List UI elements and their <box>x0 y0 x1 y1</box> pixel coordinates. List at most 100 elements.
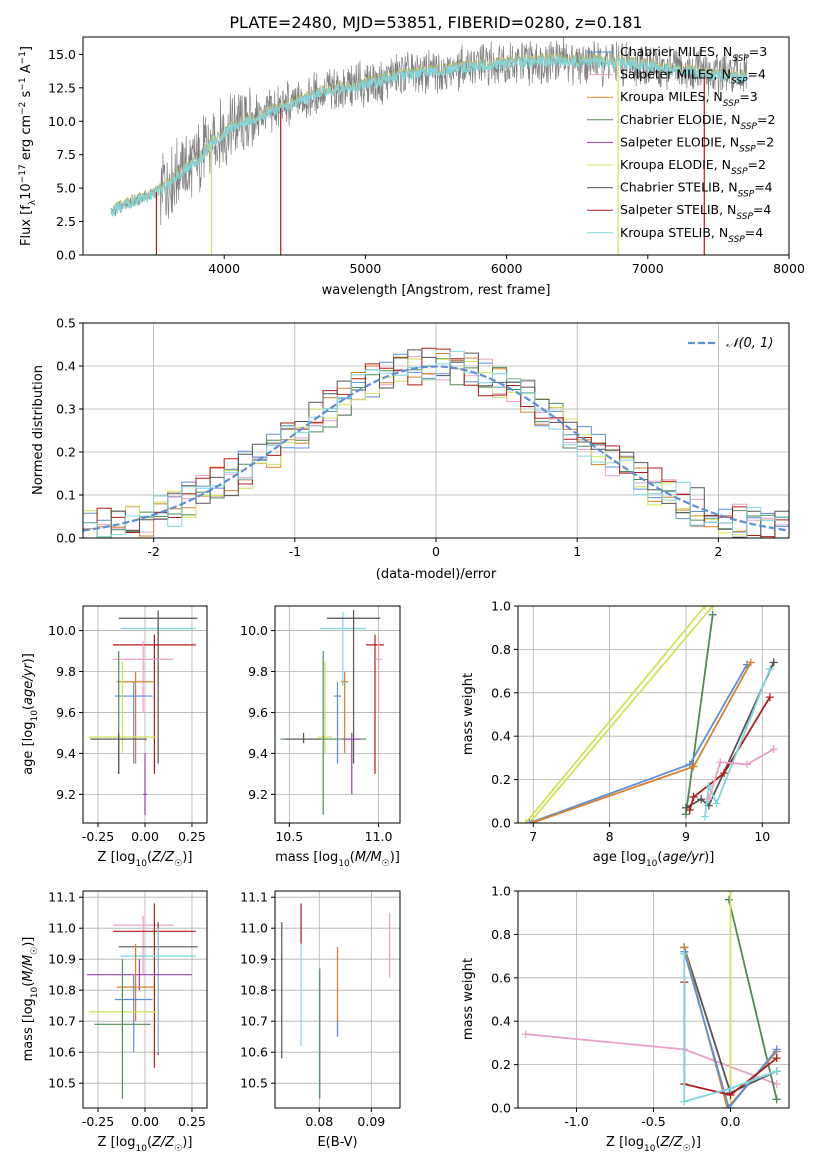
gauss-legend-label: 𝒩(0, 1) <box>726 336 773 351</box>
y-tick-label: 12.5 <box>48 80 76 95</box>
y-tick-label: 0.6 <box>491 970 511 985</box>
y-tick-label: 10.6 <box>48 1045 76 1060</box>
grid <box>275 606 400 823</box>
y-tick-label: 0.8 <box>491 642 511 657</box>
x-tick-label: 11.0 <box>365 829 393 844</box>
x-axis-label: Z [log10(Z/Z☉)] <box>98 1135 193 1154</box>
weight-marker <box>720 769 729 778</box>
axes-frame <box>517 605 790 824</box>
legend-entry: Kroupa MILES, NSSP=3 <box>620 89 758 109</box>
y-tick-label: 0.0 <box>491 1101 511 1116</box>
x-tick-label: 2 <box>714 544 722 559</box>
y-tick-label: 0.6 <box>491 685 511 700</box>
weight-marker <box>697 795 706 804</box>
y-tick-label: 11.0 <box>48 921 76 936</box>
weight-marker <box>772 1054 781 1063</box>
y-axis-label: Normed distribution <box>31 365 46 495</box>
weight-series-line <box>685 662 775 809</box>
y-axis-label: mass weight <box>461 958 476 1040</box>
x-tick-label: -0.25 <box>82 829 114 844</box>
y-tick-label: 0.2 <box>491 1057 511 1072</box>
panel-weight-vs-age: 7 8 9 10 0.0 0.2 0.4 0.6 0.8 1.0 age [log10(age/yr… <box>461 599 790 869</box>
y-tick-label: 10.6 <box>240 1045 268 1060</box>
weight-marker <box>685 805 694 814</box>
y-tick-label: 0.8 <box>491 927 511 942</box>
axes-frame <box>82 36 790 256</box>
y-tick-label: 9.2 <box>248 787 268 802</box>
y-axis-label: mass weight <box>461 673 476 755</box>
x-tick-label: -2 <box>147 544 159 559</box>
y-tick-label: 0.4 <box>491 729 511 744</box>
x-tick-label: 0.08 <box>305 1114 333 1129</box>
weight-series-line <box>685 614 714 815</box>
spectrum-data-line <box>110 37 747 226</box>
grid <box>518 890 789 1109</box>
y-tick-label: 0.0 <box>56 248 76 263</box>
y-tick-label: 0.1 <box>56 488 76 503</box>
y-tick-label: 10.0 <box>48 114 76 129</box>
weight-marker <box>521 1030 530 1039</box>
y-tick-label: 0.2 <box>491 772 511 787</box>
y-tick-label: 7.5 <box>56 147 76 162</box>
y-tick-label: 11.1 <box>48 890 76 905</box>
y-tick-label: 10.0 <box>48 623 76 638</box>
x-tick-label: 0.25 <box>178 1114 206 1129</box>
axes-frame <box>274 890 401 1109</box>
y-tick-label: 10.5 <box>48 1076 76 1091</box>
spectrum-legend: Chabrier MILES, NSSP=3 Salpeter MILES, NS… <box>587 44 775 245</box>
y-axis-label-group: age [log10(age/yr)] <box>21 653 40 775</box>
plot-area <box>110 37 748 255</box>
panel-weight-vs-Z: -1.0 -0.5 0.0 0.0 0.2 0.4 0.6 0.8 1.0 Z [log10(Z/… <box>461 884 790 1154</box>
x-axis-label: (data-model)/error <box>376 567 497 582</box>
weight-marker <box>527 819 536 823</box>
y-tick-label: 9.4 <box>248 746 268 761</box>
histogram-step-line <box>83 347 789 538</box>
weight-marker <box>724 895 733 904</box>
weight-marker <box>704 795 713 804</box>
y-tick-label: 9.8 <box>56 664 76 679</box>
panel-age-vs-Z: -0.25 0.00 0.25 9.2 9.4 9.6 9.8 10.0 Z [log10(Z/… <box>21 605 208 869</box>
x-tick-label: 4000 <box>208 261 240 276</box>
x-tick-label: 8 <box>606 829 614 844</box>
y-tick-label: 10.7 <box>240 1014 268 1029</box>
y-tick-label: 0.4 <box>491 1014 511 1029</box>
x-tick-label: 8000 <box>773 261 805 276</box>
y-tick-label: 0.2 <box>56 445 76 460</box>
x-axis-label: wavelength [Angstrom, rest frame] <box>322 283 551 298</box>
axes-frame <box>82 605 208 824</box>
x-tick-label: 0.00 <box>131 829 159 844</box>
x-tick-label: 7000 <box>632 261 664 276</box>
x-tick-label: -0.5 <box>641 1114 665 1129</box>
weight-marker <box>701 606 710 610</box>
y-tick-label: 0.0 <box>491 816 511 831</box>
weight-marker <box>680 949 689 958</box>
legend-entry: Chabrier MILES, NSSP=3 <box>620 44 767 64</box>
weight-marker <box>521 819 530 823</box>
y-tick-label: 10.9 <box>240 952 268 967</box>
x-tick-label: 10.5 <box>275 829 303 844</box>
y-tick-label: 15.0 <box>48 47 76 62</box>
weight-marker <box>708 606 717 610</box>
axes-frame <box>82 890 208 1109</box>
y-tick-label: 0.0 <box>56 531 76 546</box>
panel-mass-vs-Z: -0.25 0.00 0.25 10.5 10.6 10.7 10.8 10.9 11.0 11.… <box>21 890 208 1154</box>
y-tick-label: 9.6 <box>248 705 268 720</box>
legend-entry: Salpeter ELODIE, NSSP=2 <box>620 134 774 154</box>
weight-series-line <box>524 606 706 823</box>
gaussian-curve <box>83 365 789 532</box>
weight-marker <box>765 664 774 673</box>
x-axis-label: Z [log10(Z/Z☉)] <box>98 850 193 869</box>
x-tick-label: -0.25 <box>82 1114 114 1129</box>
x-tick-label: 0 <box>432 544 440 559</box>
plot-area <box>86 903 198 1099</box>
weight-series-line <box>728 899 778 1100</box>
legend-entry: Chabrier ELODIE, NSSP=2 <box>620 112 775 132</box>
weight-series-line <box>683 951 778 1108</box>
x-tick-label: 10 <box>754 829 770 844</box>
y-tick-label: 10.5 <box>240 1076 268 1091</box>
panel-spectrum: 4000 5000 6000 7000 8000 0.0 2.5 5.0 7.5 10.0 12.5… <box>18 36 805 298</box>
weight-marker <box>724 1104 733 1108</box>
x-tick-label: 5000 <box>349 261 381 276</box>
y-axis-label-group: Flux [fλ10−17 erg cm−2 s−1 A−1] <box>18 46 38 246</box>
